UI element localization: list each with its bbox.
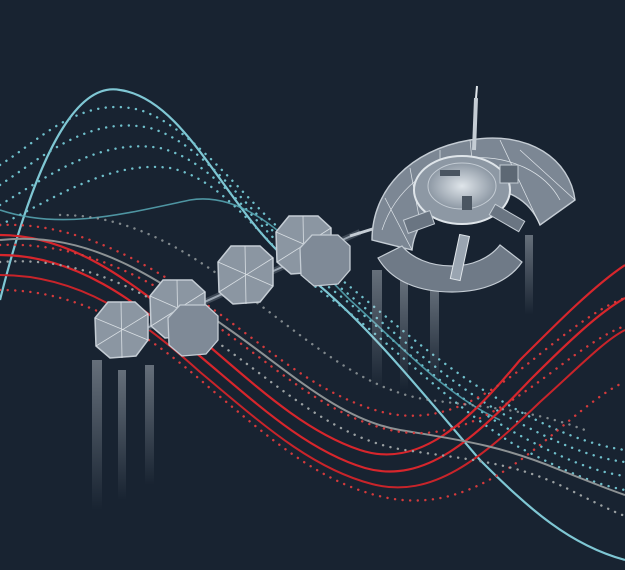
grey-dotted-line-1 bbox=[0, 260, 625, 518]
solar-panel-4 bbox=[217, 245, 274, 305]
light-streaks bbox=[92, 235, 533, 510]
red-dotted-line-2 bbox=[0, 243, 625, 435]
teal-dotted-line-4 bbox=[0, 165, 625, 492]
solar-panel-1 bbox=[94, 301, 149, 359]
grey-solid-line bbox=[0, 237, 625, 496]
red-solid-line-1 bbox=[0, 233, 625, 456]
lower-fan bbox=[377, 244, 523, 293]
grey-dotted-line-2 bbox=[58, 213, 592, 434]
teal-dotted-line-3 bbox=[0, 145, 625, 478]
antenna-mast bbox=[472, 97, 478, 151]
solar-panel-array bbox=[94, 215, 362, 359]
space-station-module bbox=[349, 85, 576, 293]
solar-panel-3 bbox=[167, 304, 219, 357]
teal-solid-line-2 bbox=[0, 198, 501, 421]
red-solid-line-2 bbox=[0, 253, 625, 473]
solar-panel-6 bbox=[299, 234, 351, 287]
